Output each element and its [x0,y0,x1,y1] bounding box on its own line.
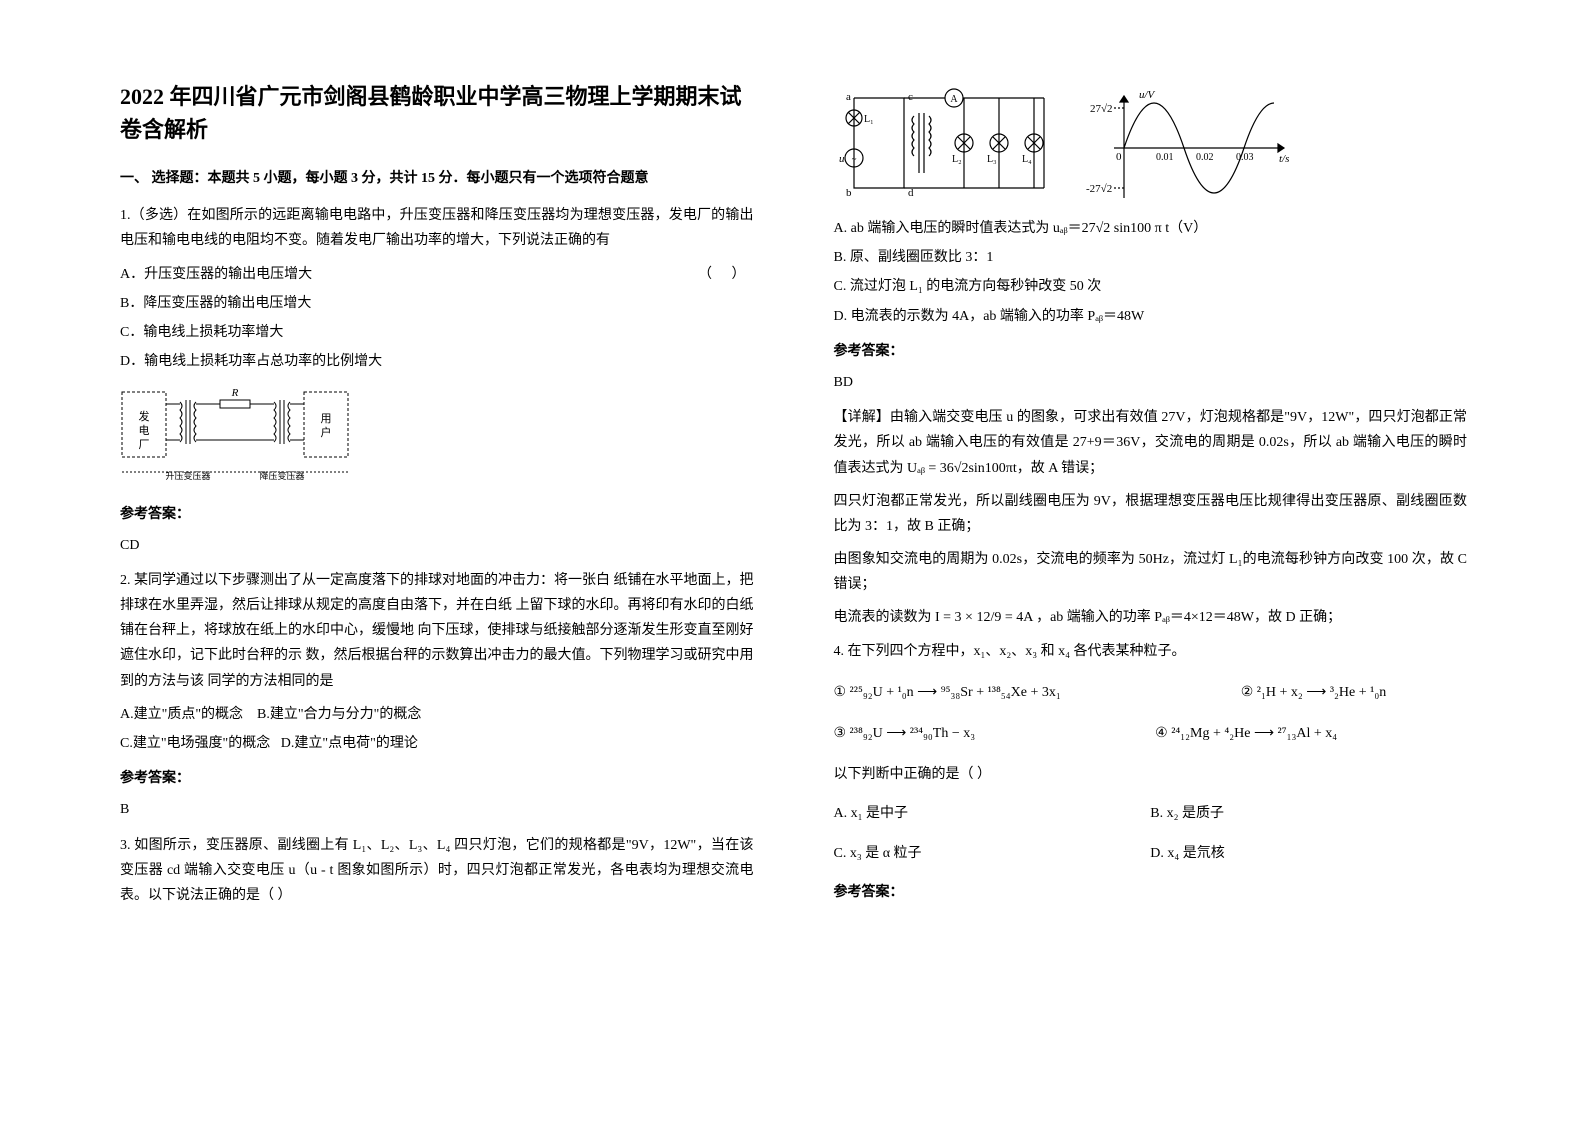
q3-opt-c: C. 流过灯泡 L₁ 的电流方向每秒钟改变 50 次 [834,274,1468,299]
q3-opt-b: B. 原、副线圈匝数比 3：1 [834,245,1468,270]
q4-b: B. x₂ 是质子 [1150,801,1467,826]
svg-text:c: c [908,91,913,103]
transformer-svg: ~ A a b [834,88,1054,208]
q2-d: D.建立"点电荷"的理论 [281,736,418,751]
q4-eq1: ① ²²⁵₉₂U + ¹₀n ⟶ ⁹⁵₃₈Sr + ¹³⁸₅₄Xe + 3x₁ [834,680,1061,705]
q3-exp1: 【详解】由输入端交变电压 u 的图象，可求出有效值 27V，灯泡规格都是"9V，… [834,405,1468,481]
q1-stem: 1.（多选）在如图所示的远距离输电电路中，升压变压器和降压变压器均为理想变压器，… [120,203,754,253]
svg-text:u/V: u/V [1139,89,1156,101]
q2-a: A.建立"质点"的概念 [120,707,243,722]
q3-exp3: 由图象知交流电的周期为 0.02s，交流电的频率为 50Hz，流过灯 L₁的电流… [834,547,1468,597]
q3-stem: 3. 如图所示，变压器原、副线圈上有 L₁、L₂、L₃、L₄ 四只灯泡，它们的规… [120,833,754,909]
svg-text:L₁: L₁ [864,114,874,125]
q4-c: C. x₃ 是 α 粒子 [834,841,1151,866]
right-column: ~ A a b [794,80,1488,1082]
q3-opt-a: A. ab 端输入电压的瞬时值表达式为 uₐᵦ＝27√2 sin100 π t（… [834,216,1468,241]
q4-opts-row2: C. x₃ 是 α 粒子 D. x₄ 是氘核 [834,841,1468,866]
svg-text:A: A [950,94,958,105]
q1-circuit-diagram: 发 电 厂 用 户 [120,382,754,491]
svg-text:27√2: 27√2 [1090,103,1113,115]
q1-opt-c: C．输电线上损耗功率增大 [120,320,754,345]
svg-text:u: u [839,153,845,165]
q3-opt-d: D. 电流表的示数为 4A，ab 端输入的功率 Pₐᵦ＝48W [834,304,1468,329]
svg-text:电: 电 [139,424,150,437]
q3-exp4: 电流表的读数为 I = 3 × 12/9 = 4A ，ab 端输入的功率 Pₐᵦ… [834,605,1468,630]
svg-text:厂: 厂 [139,439,150,451]
q4-eq2: ② ²₁H + x₂ ⟶ ³₂He + ¹₀n [1241,680,1386,705]
left-column: 2022 年四川省广元市剑阁县鹤龄职业中学高三物理上学期期末试卷含解析 一、 选… [100,80,794,1082]
svg-text:-27√2: -27√2 [1086,183,1112,195]
svg-text:户: 户 [321,425,332,439]
q4-eq3: ③ ²³⁸₉₂U ⟶ ²³⁴₉₀Th − x₃ [834,721,976,746]
q2-stem: 2. 某同学通过以下步骤测出了从一定高度落下的排球对地面的冲击力：将一张白 纸铺… [120,568,754,694]
svg-text:0.01: 0.01 [1156,152,1174,163]
svg-text:b: b [846,187,852,199]
svg-text:L₄: L₄ [1022,154,1032,165]
q4-answer-label: 参考答案： [834,880,1468,905]
q1-answer-label: 参考答案： [120,502,754,527]
q2-c: C.建立"电场强度"的概念 [120,736,270,751]
q1-answer: CD [120,533,754,558]
q3-diagrams: ~ A a b [834,88,1468,208]
page-title: 2022 年四川省广元市剑阁县鹤龄职业中学高三物理上学期期末试卷含解析 [120,80,754,146]
q4-eq-row1: ① ²²⁵₉₂U + ¹₀n ⟶ ⁹⁵₃₈Sr + ¹³⁸₅₄Xe + 3x₁ … [834,680,1468,705]
section-1-heading: 一、 选择题：本题共 5 小题，每小题 3 分，共计 15 分．每小题只有一个选… [120,166,754,191]
svg-text:升压变压器: 升压变压器 [165,470,210,481]
svg-text:降压变压器: 降压变压器 [259,470,304,481]
svg-text:用: 用 [321,413,332,425]
q1-brackets: （ ） [698,262,754,287]
q4-stem: 4. 在下列四个方程中，x₁、x₂、x₃ 和 x₄ 各代表某种粒子。 [834,639,1468,664]
q4-eq4: ④ ²⁴₁₂Mg + ⁴₂He ⟶ ²⁷₁₃Al + x₄ [1155,721,1337,746]
svg-text:t/s: t/s [1279,153,1289,165]
svg-text:0: 0 [1116,151,1122,163]
svg-text:L₃: L₃ [987,154,997,165]
q2-answer-label: 参考答案： [120,766,754,791]
q2-row-cd: C.建立"电场强度"的概念 D.建立"点电荷"的理论 [120,731,754,756]
q3-exp2: 四只灯泡都正常发光，所以副线圈电压为 9V，根据理想变压器电压比规律得出变压器原… [834,489,1468,539]
q4-a: A. x₁ 是中子 [834,801,1151,826]
q1-opt-b: B．降压变压器的输出电压增大 [120,291,754,316]
gen-label: 发 [139,409,150,423]
svg-text:0.03: 0.03 [1236,152,1254,163]
q4-d: D. x₄ 是氘核 [1150,841,1467,866]
q1-opt-a: A．升压变压器的输出电压增大 （ ） [120,262,754,287]
q1-a-text: A．升压变压器的输出电压增大 [120,267,312,282]
q4-opts-row1: A. x₁ 是中子 B. x₂ 是质子 [834,801,1468,826]
q1-opt-d: D．输电线上损耗功率占总功率的比例增大 [120,349,754,374]
q3-answer-label: 参考答案： [834,339,1468,364]
svg-text:a: a [846,91,851,103]
svg-text:~: ~ [851,154,856,164]
q2-answer: B [120,797,754,822]
svg-text:L₂: L₂ [952,154,962,165]
q2-b: B.建立"合力与分力"的概念 [257,707,421,722]
svg-text:d: d [908,187,914,199]
q4-judge: 以下判断中正确的是（ ） [834,762,1468,787]
svg-text:0.02: 0.02 [1196,152,1214,163]
q2-row-ab: A.建立"质点"的概念 B.建立"合力与分力"的概念 [120,702,754,727]
q4-eq-row2: ③ ²³⁸₉₂U ⟶ ²³⁴₉₀Th − x₃ ④ ²⁴₁₂Mg + ⁴₂He … [834,721,1468,746]
q3-answer: BD [834,370,1468,395]
svg-text:R: R [231,387,239,399]
sine-svg: u/V 27√2 -27√2 0.01 0.02 0.03 t/s 0 [1084,88,1294,208]
